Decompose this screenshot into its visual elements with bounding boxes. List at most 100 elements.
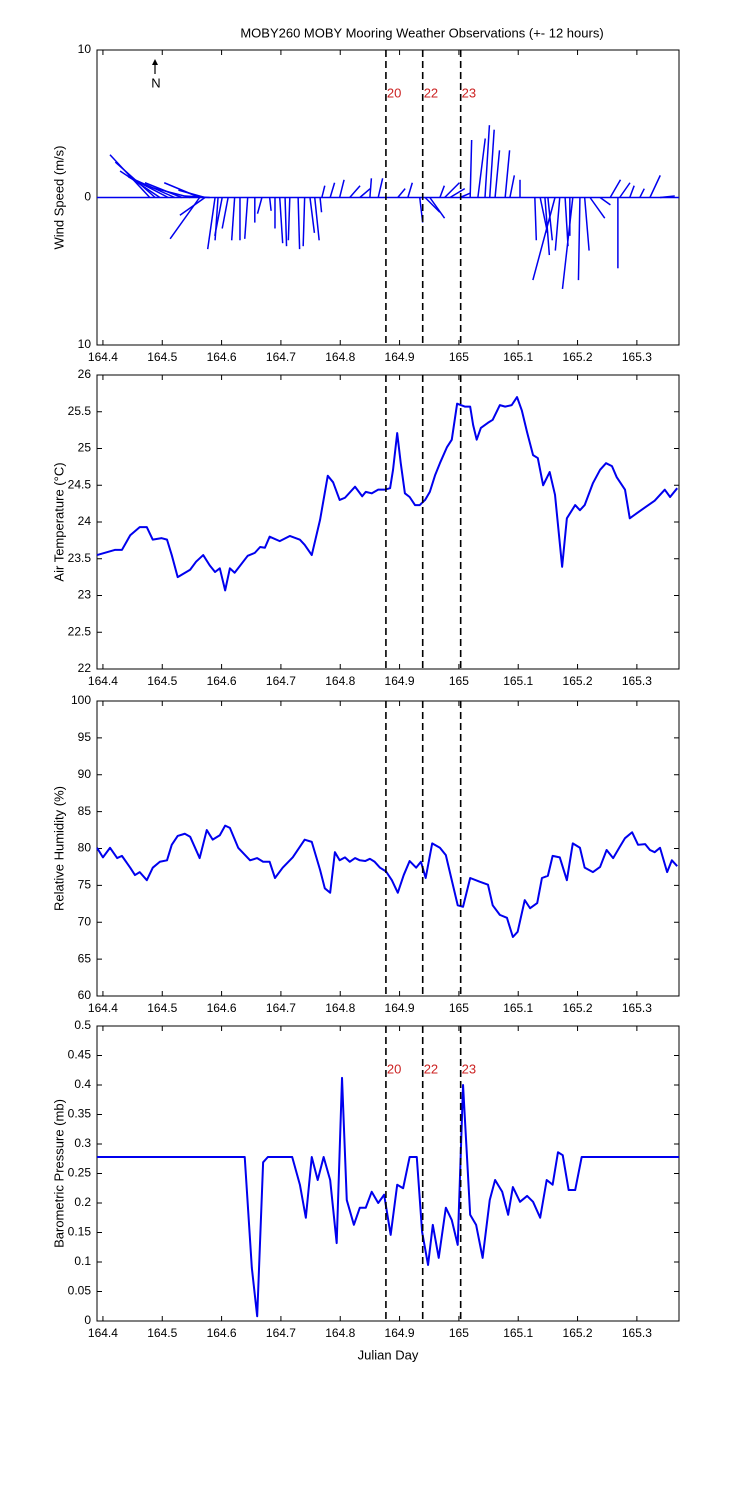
- wind-stick: [109, 154, 151, 199]
- y-tick-label: 80: [78, 841, 92, 855]
- wind-stick: [359, 188, 371, 199]
- x-tick-label: 164.6: [207, 1001, 237, 1015]
- event-label: 22: [424, 1061, 438, 1076]
- event-label: 22: [424, 85, 438, 100]
- x-tick-label: 165.1: [503, 1326, 533, 1340]
- y-tick-label: 10: [78, 337, 92, 351]
- x-tick-label: 165.2: [563, 350, 593, 364]
- wind-stick: [349, 185, 361, 198]
- north-arrow-head: [152, 59, 158, 65]
- wind-stick: [230, 197, 236, 241]
- y-tick-label: 0.1: [74, 1254, 91, 1268]
- wind-stick: [329, 182, 336, 198]
- wind-stick: [532, 197, 556, 281]
- x-tick-label: 165: [449, 674, 469, 688]
- x-tick-label: 164.6: [207, 350, 237, 364]
- y-tick-label: 75: [78, 878, 92, 892]
- y-tick-label: 0: [84, 190, 91, 204]
- x-tick-label: 165.1: [503, 350, 533, 364]
- y-tick-label: 70: [78, 914, 92, 928]
- wind-stick: [179, 196, 206, 216]
- wind-stick: [547, 197, 554, 241]
- y-tick-label: 60: [78, 988, 92, 1002]
- wind-stick: [539, 197, 549, 234]
- x-tick-label: 164.8: [325, 674, 355, 688]
- y-tick-label: 100: [71, 693, 91, 707]
- wind-stick: [338, 179, 345, 198]
- wind-stick: [278, 197, 284, 244]
- wind-stick: [449, 188, 466, 199]
- y-axis-label: Barometric Pressure (mb): [51, 1099, 66, 1248]
- y-tick-label: 0.05: [68, 1284, 92, 1298]
- y-tick-label: 85: [78, 804, 92, 818]
- y-tick-label: 0.15: [68, 1225, 92, 1239]
- wind-stick: [659, 195, 675, 199]
- event-label: 20: [387, 1061, 401, 1076]
- x-axis-label: Julian Day: [358, 1347, 419, 1362]
- y-tick-label: 65: [78, 951, 92, 965]
- x-tick-label: 164.5: [147, 674, 177, 688]
- data-line: [97, 1076, 679, 1318]
- event-label: 23: [462, 1061, 476, 1076]
- wind-stick: [561, 197, 574, 290]
- y-tick-label: 24.5: [68, 477, 92, 491]
- wind-stick: [321, 185, 326, 198]
- wind-stick: [407, 182, 414, 198]
- chart-title: MOBY260 MOBY Mooring Weather Observation…: [240, 25, 603, 40]
- x-tick-label: 164.9: [385, 1326, 415, 1340]
- event-label: 20: [387, 85, 401, 100]
- y-axis-label: Relative Humidity (%): [51, 786, 66, 911]
- x-tick-label: 165.2: [563, 1326, 593, 1340]
- wind-stick: [377, 178, 384, 198]
- y-tick-label: 90: [78, 767, 92, 781]
- wind-stick: [256, 197, 263, 214]
- x-tick-label: 164.7: [266, 350, 296, 364]
- event-label: 23: [462, 85, 476, 100]
- wind-stick: [313, 197, 320, 241]
- wind-stick: [619, 182, 631, 198]
- y-tick-label: 25: [78, 441, 92, 455]
- wind-stick: [609, 179, 622, 198]
- x-tick-label: 165.1: [503, 1001, 533, 1015]
- x-tick-label: 165.2: [563, 674, 593, 688]
- north-label: N: [151, 75, 160, 90]
- wind-stick: [504, 150, 511, 198]
- x-tick-label: 164.8: [325, 1001, 355, 1015]
- x-tick-label: 164.7: [266, 674, 296, 688]
- wind-stick: [477, 138, 486, 198]
- wind-stick: [221, 197, 229, 229]
- wind-stick: [184, 195, 210, 199]
- wind-stick: [534, 197, 538, 241]
- y-tick-label: 95: [78, 730, 92, 744]
- wind-stick: [494, 150, 501, 198]
- wind-stick: [397, 188, 406, 198]
- wind-stick: [649, 175, 661, 198]
- y-tick-label: 0.3: [74, 1136, 91, 1150]
- wind-stick: [429, 197, 446, 219]
- wind-stick: [424, 196, 441, 213]
- wind-stick: [297, 197, 301, 250]
- y-tick-label: 24: [78, 514, 92, 528]
- wind-stick: [577, 197, 581, 281]
- wind-stick: [629, 185, 635, 198]
- x-tick-label: 164.4: [88, 674, 118, 688]
- wind-stick: [484, 125, 491, 198]
- y-tick-label: 25.5: [68, 404, 92, 418]
- y-tick-label: 0.5: [74, 1018, 91, 1032]
- wind-stick: [119, 170, 161, 199]
- y-tick-label: 23.5: [68, 551, 92, 565]
- y-tick-label: 26: [78, 367, 92, 381]
- x-tick-label: 165.2: [563, 1001, 593, 1015]
- wind-stick: [509, 175, 516, 198]
- y-tick-label: 0.25: [68, 1166, 92, 1180]
- wind-stick: [554, 197, 561, 251]
- x-tick-label: 165: [449, 350, 469, 364]
- x-tick-label: 164.5: [147, 1001, 177, 1015]
- wind-stick: [589, 197, 606, 219]
- x-tick-label: 165.3: [622, 1326, 652, 1340]
- x-tick-label: 165.3: [622, 1001, 652, 1015]
- wind-stick: [150, 186, 191, 199]
- y-tick-label: 10: [78, 42, 92, 56]
- wind-stick: [287, 197, 291, 241]
- y-tick-label: 23: [78, 588, 92, 602]
